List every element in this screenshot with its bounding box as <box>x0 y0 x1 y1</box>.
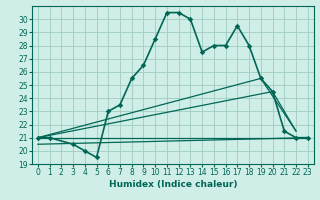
X-axis label: Humidex (Indice chaleur): Humidex (Indice chaleur) <box>108 180 237 189</box>
